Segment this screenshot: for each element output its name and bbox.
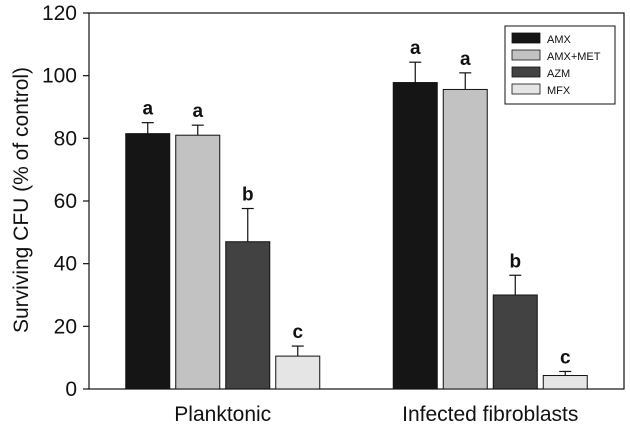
legend-swatch bbox=[511, 49, 541, 61]
y-axis-ticks: 0 20 40 60 80 100 120 bbox=[42, 2, 89, 401]
bar bbox=[275, 355, 321, 390]
bar bbox=[175, 134, 221, 390]
legend-swatch bbox=[511, 66, 541, 78]
legend-swatch bbox=[511, 83, 541, 95]
y-tick-label: 80 bbox=[54, 127, 77, 150]
legend-label: AMX+MET bbox=[547, 51, 601, 63]
bar bbox=[542, 375, 588, 390]
x-category-label: Planktonic bbox=[174, 403, 271, 426]
significance-label: a bbox=[410, 38, 421, 59]
y-tick-label: 120 bbox=[42, 2, 77, 25]
bar bbox=[225, 241, 271, 390]
legend: AMX AMX+MET AZM MFX bbox=[504, 25, 616, 105]
bars: a a b c a a b c bbox=[125, 38, 588, 390]
bar bbox=[442, 88, 488, 390]
significance-label: a bbox=[460, 49, 471, 70]
bar bbox=[392, 82, 438, 390]
bar bbox=[492, 294, 538, 390]
y-tick-label: 40 bbox=[54, 253, 77, 276]
y-tick-label: 20 bbox=[54, 315, 77, 338]
significance-label: b bbox=[509, 251, 521, 272]
x-axis-categories: Planktonic Infected fibroblasts bbox=[174, 403, 578, 426]
legend-label: AZM bbox=[547, 68, 570, 80]
y-tick-label: 0 bbox=[65, 378, 77, 401]
significance-label: c bbox=[292, 322, 303, 343]
legend-label: AMX bbox=[547, 34, 572, 46]
bar bbox=[125, 133, 171, 390]
y-tick-label: 60 bbox=[54, 190, 77, 213]
significance-label: c bbox=[560, 347, 571, 368]
legend-label: MFX bbox=[547, 85, 571, 97]
significance-label: a bbox=[142, 99, 153, 120]
y-axis-title: Surviving CFU (% of control) bbox=[10, 67, 33, 333]
significance-label: b bbox=[242, 185, 254, 206]
x-category-label: Infected fibroblasts bbox=[402, 403, 578, 426]
significance-label: a bbox=[192, 101, 203, 122]
y-tick-label: 100 bbox=[42, 65, 77, 88]
legend-swatch bbox=[511, 32, 541, 44]
